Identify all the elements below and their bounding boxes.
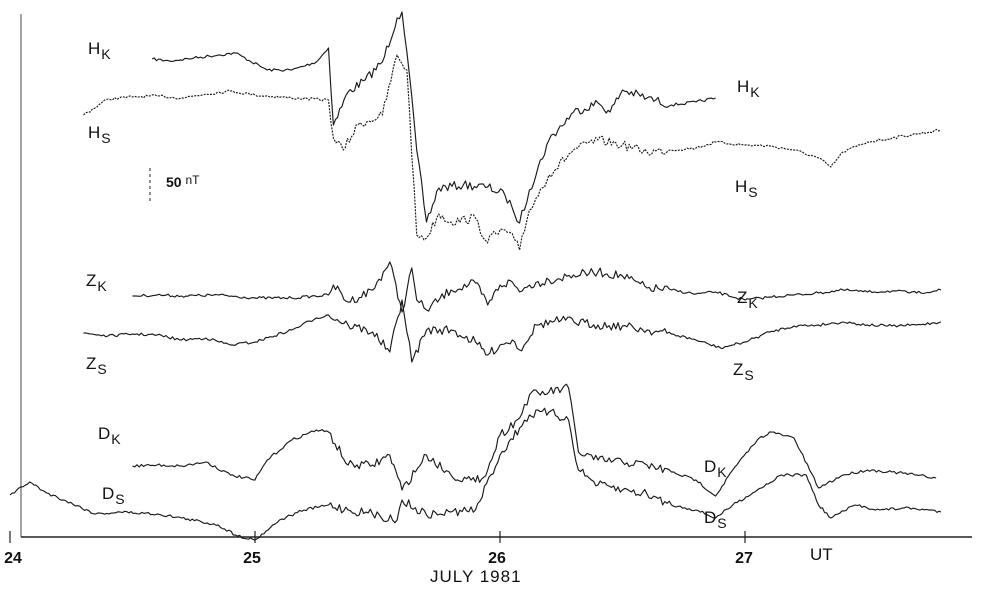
x-axis-label: JULY 1981 (430, 567, 522, 586)
x-tick-label: 25 (243, 550, 261, 567)
series-label-zs-right: ZS (733, 360, 754, 383)
x-tick-label: 27 (735, 550, 753, 567)
series-label-ds-left: DS (102, 484, 125, 507)
scale-bar-label: 50 nT (166, 173, 200, 190)
series-line-zs (83, 299, 942, 363)
series-label-ds-right: DS (704, 508, 727, 531)
series-line-hk (151, 11, 716, 224)
series-label-hs-right: HS (735, 177, 758, 200)
series-label-dk-left: DK (98, 424, 121, 447)
series-label-zk-right: ZK (737, 288, 758, 311)
series-label-hk-right: HK (737, 77, 760, 100)
series-line-zk (132, 261, 942, 313)
series-label-dk-right: DK (704, 457, 727, 480)
series-line-dk (132, 383, 937, 497)
series-label-hs-left: HS (88, 123, 111, 146)
chart-frame (20, 14, 972, 538)
traces (9, 11, 942, 541)
x-tick-label: 24 (4, 550, 22, 567)
series-line-hs (83, 54, 942, 251)
x-tick-label: 26 (488, 550, 506, 567)
series-label-zs-left: ZS (86, 354, 107, 377)
series-line-ds (9, 407, 942, 541)
series-label-hk-left: HK (88, 39, 111, 62)
x-unit-label: UT (810, 545, 833, 564)
x-ticks (9, 531, 746, 543)
series-label-zk-left: ZK (86, 271, 107, 294)
